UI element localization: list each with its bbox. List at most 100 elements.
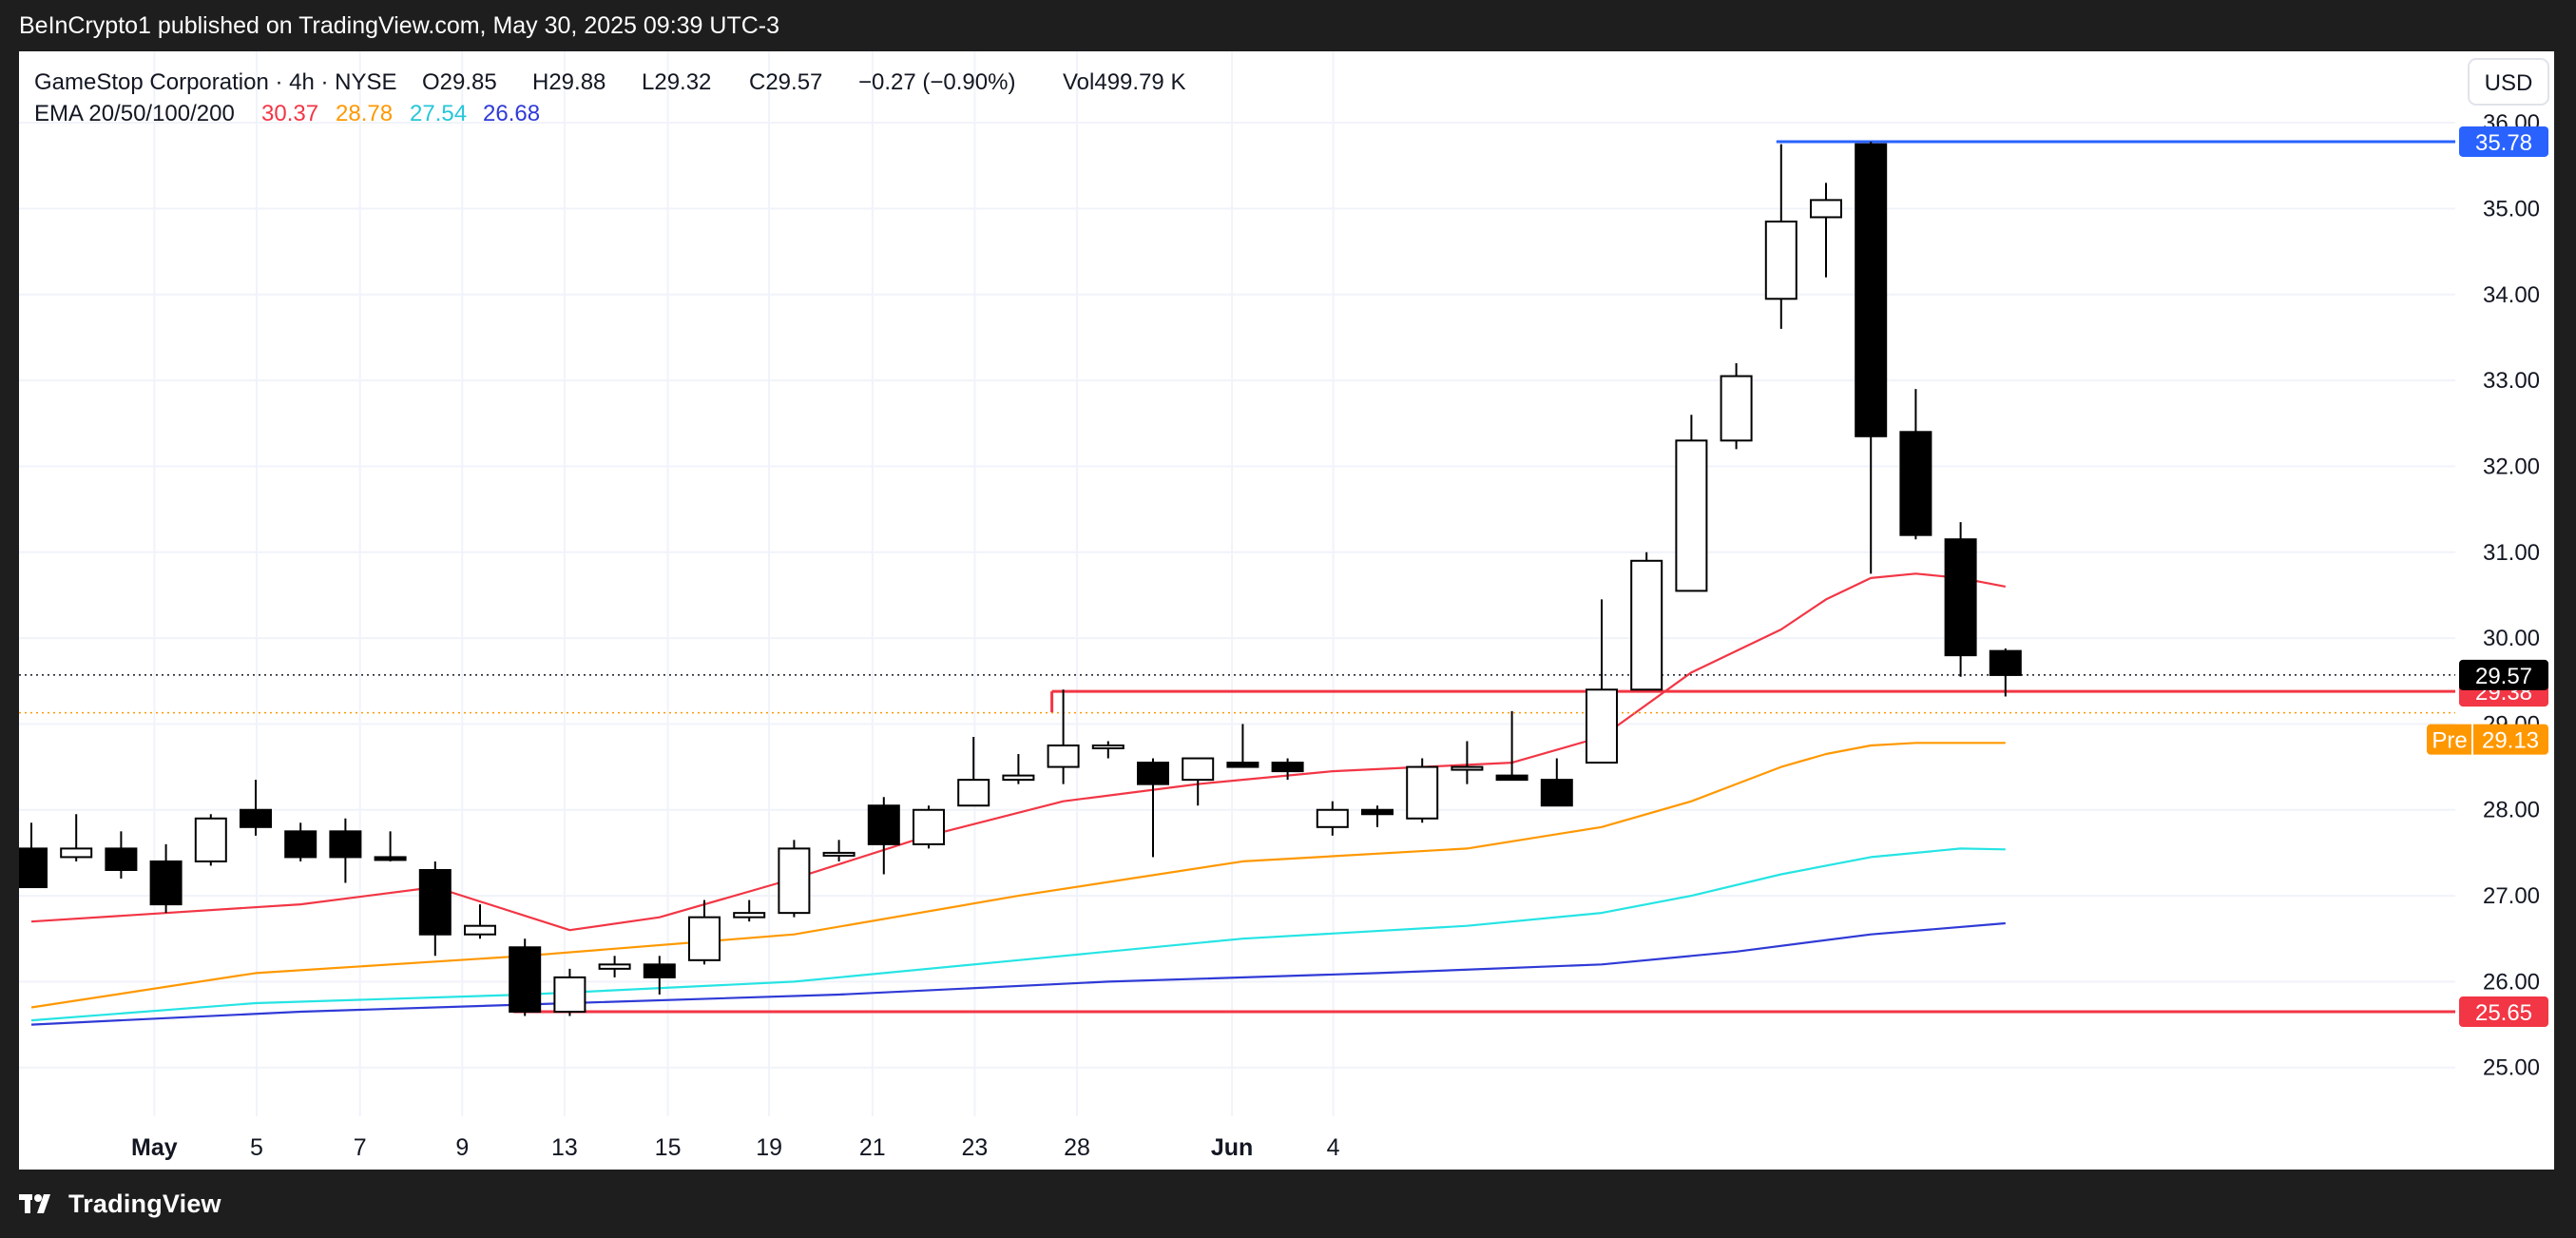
candle-up [1810, 199, 1842, 219]
legend-ema100-value: 27.54 [410, 101, 467, 126]
candles [15, 141, 2022, 1016]
candle-up [194, 817, 227, 862]
price-tick-label: 30.00 [2483, 626, 2540, 651]
candle-down [1495, 774, 1528, 782]
chart-frame: 25.0026.0027.0028.0029.0030.0031.0032.00… [15, 51, 2554, 1170]
candle-down [374, 856, 407, 861]
ema-line-ema100 [30, 847, 2006, 1022]
badge-support-lower-bg [2459, 996, 2548, 1028]
candle-up [1002, 774, 1035, 782]
currency-label: USD [2485, 70, 2533, 96]
candle-up [1182, 757, 1215, 782]
candlestick-chart[interactable]: 25.0026.0027.0028.0029.0030.0031.0032.00… [15, 51, 2554, 1170]
price-axis: 25.0026.0027.0028.0029.0030.0031.0032.00… [2483, 110, 2540, 1081]
time-tick-label: 19 [756, 1134, 782, 1161]
badge-premarket-tag: Pre [2432, 728, 2467, 754]
candle-up [1675, 439, 1708, 592]
badge-resistance-bg [2459, 126, 2548, 157]
candle-up [733, 912, 766, 919]
time-tick-label: 7 [354, 1134, 367, 1161]
candle-down [329, 830, 362, 859]
time-tick-label: 23 [962, 1134, 989, 1161]
candle-down [1540, 779, 1573, 807]
ema-line-ema50 [30, 742, 2006, 1009]
candle-up [598, 963, 631, 970]
candle-down [418, 868, 452, 936]
candle-up [688, 916, 721, 961]
candle-down [1361, 808, 1394, 816]
ema-lines [30, 572, 2007, 1026]
candle-down [1271, 762, 1304, 773]
candle-up [778, 847, 811, 915]
grid-lines [19, 51, 2455, 1116]
candle-up [957, 779, 990, 807]
tradingview-logo-icon [19, 1194, 50, 1213]
badge-support-lower-label: 25.65 [2475, 1000, 2532, 1026]
candle-down [1137, 762, 1169, 785]
legend-volume: Vol499.79 K [1063, 69, 1185, 95]
candle-down [1855, 143, 1888, 437]
candle-up [1451, 765, 1484, 771]
candle-down [643, 963, 676, 978]
candle-up [1764, 220, 1797, 300]
time-tick-label: Jun [1211, 1134, 1253, 1161]
candle-down [1226, 762, 1259, 768]
time-tick-label: 21 [859, 1134, 886, 1161]
footer: TradingView [0, 1170, 2576, 1238]
candle-up [1047, 744, 1080, 768]
candle-down [284, 830, 317, 859]
candle-down [1899, 431, 1932, 536]
candle-down [1989, 649, 2022, 676]
legend-ema-label: EMA 20/50/100/200 [34, 101, 235, 126]
time-tick-label: 28 [1064, 1134, 1090, 1161]
candle-up [1586, 688, 1618, 764]
price-tick-label: 33.00 [2483, 368, 2540, 394]
candle-up [822, 851, 855, 857]
candle-up [1091, 744, 1125, 749]
horizontal-levels [19, 140, 2455, 1014]
badge-last-price-label: 29.57 [2475, 664, 2532, 689]
candle-down [149, 860, 183, 906]
candle-up [1406, 765, 1439, 820]
candle-down [240, 808, 272, 828]
candle-down [1944, 538, 1977, 657]
candle-down [509, 946, 542, 1014]
candle-up [913, 808, 945, 845]
time-tick-label: 13 [551, 1134, 578, 1161]
legend-ema20-value: 30.37 [261, 101, 318, 126]
price-tick-label: 28.00 [2483, 798, 2540, 823]
time-axis: May 5 7 9 13 15 19 21 23 28 Jun 4 [131, 1134, 1340, 1161]
candle-up [464, 924, 496, 936]
legend-change: −0.27 (−0.90%) [858, 69, 1015, 95]
time-tick-label: 5 [250, 1134, 263, 1161]
ema-line-ema200 [30, 921, 2006, 1026]
candle-up [1630, 559, 1663, 691]
price-tick-label: 35.00 [2483, 196, 2540, 222]
currency-button[interactable]: USD [2468, 58, 2549, 106]
price-tick-label: 32.00 [2483, 454, 2540, 479]
time-tick-label: May [131, 1134, 178, 1161]
time-tick-label: 9 [455, 1134, 469, 1161]
legend-symbol: GameStop Corporation · 4h · NYSE [34, 69, 397, 95]
badge-premarket-bg [2427, 724, 2548, 755]
ema-line-ema20 [30, 572, 2007, 932]
candle-down [105, 847, 138, 871]
legend-close: C29.57 [749, 69, 822, 95]
time-tick-label: 15 [655, 1134, 682, 1161]
legend-ema200-value: 26.68 [483, 101, 540, 126]
candle-down [15, 847, 48, 889]
price-tick-label: 25.00 [2483, 1055, 2540, 1081]
price-tick-label: 26.00 [2483, 969, 2540, 995]
price-tick-label: 27.00 [2483, 883, 2540, 909]
legend-ema50-value: 28.78 [336, 101, 393, 126]
candle-down [867, 804, 900, 845]
legend-low: L29.32 [642, 69, 711, 95]
publisher-line: BeInCrypto1 published on TradingView.com… [0, 0, 2576, 51]
legend-open: O29.85 [422, 69, 497, 95]
candle-up [60, 847, 93, 859]
legend: GameStop Corporation · 4h · NYSE O29.85 … [34, 69, 1185, 126]
time-tick-label: 4 [1327, 1134, 1340, 1161]
candle-up [1316, 808, 1349, 828]
price-tick-label: 31.00 [2483, 540, 2540, 566]
